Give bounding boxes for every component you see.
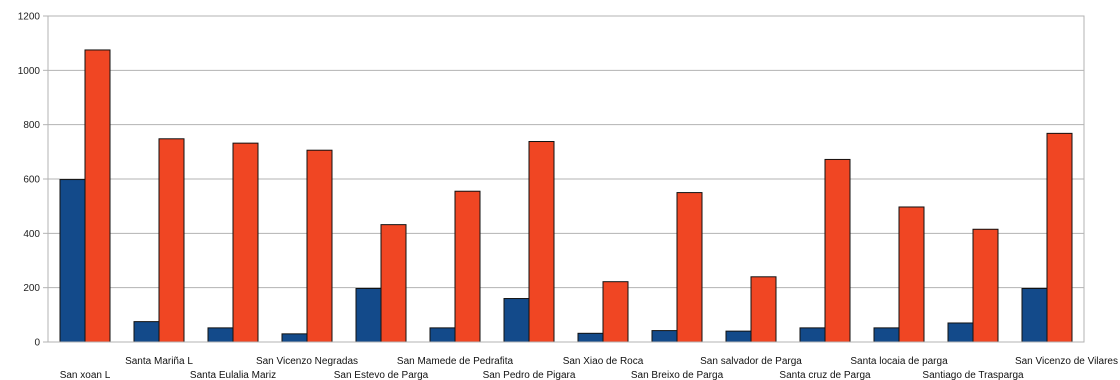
x-category-label: San Mamede de Pedrafita (397, 356, 514, 367)
bar-series-2-11 (824, 158, 851, 343)
bar-series-2-8 (602, 281, 629, 343)
y-tick-label: 800 (23, 120, 40, 131)
x-category-label: San Breixo de Parga (631, 370, 724, 380)
y-axis-ticks: 0 200 400 600 800 1000 1200 (18, 12, 48, 349)
bar-series-1-6 (429, 327, 456, 343)
bar-series-2-7 (528, 141, 555, 343)
bar-series-1-9 (651, 330, 678, 343)
bar-series-1-14 (1021, 287, 1048, 343)
y-tick-label: 200 (23, 283, 40, 294)
x-category-label: Santiago de Trasparga (922, 370, 1024, 380)
bar-series-2-2 (158, 138, 185, 343)
x-category-label: San Pedro de Pigara (483, 370, 576, 380)
x-category-label: San salvador de Parga (700, 356, 802, 367)
bar-series-2-3 (232, 142, 259, 343)
x-category-label: San xoan L (60, 370, 111, 380)
bar-series-2-12 (898, 206, 925, 343)
bar-series-1-5 (355, 287, 382, 343)
bar-series-1-11 (799, 327, 826, 343)
y-tick-label: 600 (23, 175, 40, 186)
x-axis-category-labels: San xoan L Santa Mariña L Santa Eulalia Ma… (60, 356, 1118, 380)
bar-series-1-3 (207, 327, 234, 343)
bar-series-1-8 (577, 332, 604, 343)
bar-series-2-4 (306, 149, 333, 343)
bar-series-2-14 (1046, 132, 1073, 343)
bar-series-1-13 (947, 322, 974, 343)
bar-series-2-13 (972, 228, 999, 343)
bar-series-1-2 (133, 321, 160, 343)
x-category-label: San Vicenzo Negradas (256, 356, 358, 367)
x-category-label: San Vicenzo de Vilares (1015, 356, 1118, 367)
bar-series-1-7 (503, 298, 530, 343)
x-category-label: San Xiao de Roca (563, 356, 644, 367)
bar-series-2-10 (750, 276, 777, 343)
y-tick-label: 0 (34, 338, 40, 349)
bar-series-2-5 (380, 224, 407, 343)
x-category-label: Santa locaia de parga (850, 356, 948, 367)
bar-series-2-9 (676, 192, 703, 343)
bars (59, 49, 1073, 343)
x-category-label: Santa cruz de Parga (779, 370, 871, 380)
gridlines (47, 15, 1085, 343)
bar-series-1-10 (725, 330, 752, 343)
bar-series-2-1 (84, 49, 111, 343)
bar-series-2-6 (454, 190, 481, 343)
y-tick-label: 1000 (18, 66, 41, 77)
bar-series-1-1 (59, 179, 86, 343)
x-category-label: Santa Eulalia Mariz (190, 370, 276, 380)
bar-series-1-4 (281, 333, 308, 343)
y-tick-label: 400 (23, 229, 40, 240)
x-category-label: San Estevo de Parga (334, 370, 429, 380)
y-tick-label: 1200 (18, 12, 41, 23)
x-category-label: Santa Mariña L (125, 356, 193, 367)
bar-series-1-12 (873, 327, 900, 343)
